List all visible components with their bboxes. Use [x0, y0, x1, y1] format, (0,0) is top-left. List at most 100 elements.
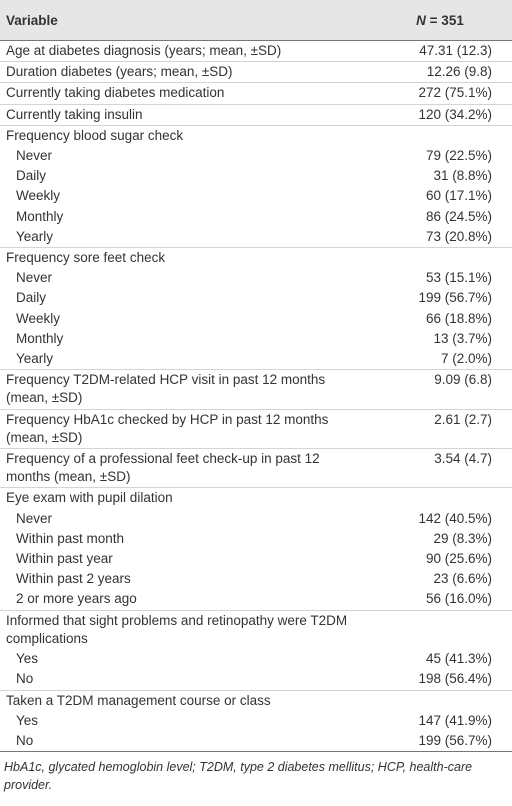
row-label: Within past year — [16, 551, 113, 567]
table-body: Age at diabetes diagnosis (years; mean, … — [0, 41, 512, 753]
table-row: Daily 31 (8.8%) — [0, 166, 512, 186]
table-row: No 199 (56.7%) — [0, 730, 512, 753]
row-value: 9.09 (6.8) — [368, 369, 512, 410]
footnote: HbA1c, glycated hemoglobin level; T2DM, … — [4, 760, 473, 793]
table-row: Taken a T2DM management course or class — [0, 689, 512, 711]
row-value: 47.31 (12.3) — [419, 43, 492, 58]
row-value: 56 (16.0%) — [425, 591, 492, 607]
empty-cell — [368, 689, 512, 711]
empty-cell — [368, 487, 512, 509]
empty-cell — [368, 609, 512, 650]
row-value: 73 (20.8%) — [425, 228, 492, 244]
table-row: Frequency blood sugar check — [0, 124, 512, 147]
empty-cell — [368, 124, 512, 147]
table-row: Within past 2 years 23 (6.6%) — [0, 569, 512, 589]
row-label: Weekly — [16, 310, 61, 326]
header-n: N = 351 — [368, 0, 512, 41]
row-value: 53 (15.1%) — [425, 270, 492, 286]
row-value: 90 (25.6%) — [425, 551, 492, 567]
table-row: Monthly 86 (24.5%) — [0, 207, 512, 227]
row-label: Daily — [16, 168, 47, 184]
table-row: Frequency T2DM-related HCP visit in past… — [0, 369, 512, 410]
row-value: 7 (2.0%) — [440, 351, 492, 367]
row-label: Frequency HbA1c checked by HCP in past 1… — [0, 408, 368, 449]
row-value: 31 (8.8%) — [433, 168, 492, 184]
row-label: Never — [16, 510, 53, 526]
table-row: No 198 (56.4%) — [0, 669, 512, 690]
row-label: 2 or more years ago — [16, 591, 137, 607]
row-label: Age at diabetes diagnosis (years; mean, … — [6, 43, 282, 58]
row-label: Frequency T2DM-related HCP visit in past… — [0, 369, 368, 410]
table-row: Currently taking diabetes medication 272 … — [0, 82, 512, 105]
row-value: 12.26 (9.8) — [368, 61, 512, 83]
row-value: 23 (6.6%) — [433, 571, 492, 587]
table-header: Variable N = 351 — [0, 0, 512, 41]
row-label: Duration diabetes (years; mean, ±SD) — [0, 61, 368, 83]
row-value: 198 (56.4%) — [418, 671, 492, 687]
row-label: Frequency sore feet check — [0, 247, 368, 269]
row-label: Yearly — [16, 351, 54, 367]
table-row: Never 53 (15.1%) — [0, 268, 512, 288]
row-label: Currently taking diabetes medication — [0, 82, 368, 105]
table-row: Currently taking insulin 120 (34.2%) — [0, 103, 512, 126]
table-row: Duration diabetes (years; mean, ±SD) 12.2… — [0, 61, 512, 83]
table-row: Within past month 29 (8.3%) — [0, 529, 512, 549]
table-row: Within past year 90 (25.6%) — [0, 549, 512, 569]
table-row: Frequency of a professional feet check-u… — [0, 448, 512, 488]
empty-cell — [368, 247, 512, 269]
table-row: Frequency HbA1c checked by HCP in past 1… — [0, 408, 512, 449]
row-label: Eye exam with pupil dilation — [0, 487, 368, 509]
row-label: Currently taking insulin — [0, 103, 368, 126]
header-row: Variable N = 351 — [0, 0, 512, 41]
table-row: Daily 199 (56.7%) — [0, 288, 512, 308]
row-value: 45 (41.3%) — [425, 651, 492, 667]
row-label: Frequency blood sugar check — [0, 124, 368, 147]
row-label: Daily — [16, 290, 47, 306]
row-label: Within past 2 years — [16, 571, 131, 587]
row-label: Never — [16, 148, 53, 164]
n-value: = 351 — [429, 12, 464, 28]
row-value: 3.54 (4.7) — [368, 448, 512, 488]
row-value: 120 (34.2%) — [368, 103, 512, 126]
row-value: 142 (40.5%) — [418, 510, 492, 526]
row-value: 272 (75.1%) — [368, 82, 512, 105]
row-value: 86 (24.5%) — [425, 208, 492, 224]
row-label: Monthly — [16, 330, 64, 346]
row-label: Taken a T2DM management course or class — [0, 689, 368, 711]
row-value: 2.61 (2.7) — [368, 408, 512, 449]
row-label: No — [16, 671, 34, 687]
table-row: Never 79 (22.5%) — [0, 146, 512, 166]
row-value: 147 (41.9%) — [418, 712, 492, 728]
row-label: Within past month — [16, 530, 125, 546]
header-variable: Variable — [0, 0, 368, 41]
row-value: 199 (56.7%) — [368, 730, 512, 753]
row-label: Yes — [16, 651, 39, 667]
table-row: Weekly 60 (17.1%) — [0, 186, 512, 206]
table-row: Eye exam with pupil dilation — [0, 487, 512, 509]
data-table: Variable N = 351 Age at diabetes diagnos… — [0, 0, 512, 753]
row-value: 79 (22.5%) — [425, 148, 492, 164]
row-label: Never — [16, 270, 53, 286]
table-row: Weekly 66 (18.8%) — [0, 309, 512, 329]
row-label: Yearly — [16, 228, 54, 244]
table-row: Yes 147 (41.9%) — [0, 711, 512, 731]
table-row: Yearly 7 (2.0%) — [0, 349, 512, 370]
row-label: Frequency of a professional feet check-u… — [0, 448, 368, 488]
row-value: 29 (8.3%) — [433, 530, 492, 546]
row-label: Weekly — [16, 188, 61, 204]
row-label: Informed that sight problems and retinop… — [0, 609, 368, 650]
row-value: 60 (17.1%) — [425, 188, 492, 204]
row-value: 13 (3.7%) — [433, 330, 492, 346]
table-row: Yearly 73 (20.8%) — [0, 227, 512, 248]
table-row: Monthly 13 (3.7%) — [0, 329, 512, 349]
row-label: No — [0, 730, 368, 753]
table-row: Frequency sore feet check — [0, 247, 512, 269]
n-symbol: N — [416, 12, 426, 28]
table-row: 2 or more years ago 56 (16.0%) — [0, 589, 512, 610]
row-label: Yes — [16, 712, 39, 728]
row-label: Monthly — [16, 208, 64, 224]
row-value: 199 (56.7%) — [418, 290, 492, 306]
row-value: 66 (18.8%) — [425, 310, 492, 326]
table-row: Age at diabetes diagnosis (years; mean, … — [0, 41, 512, 62]
